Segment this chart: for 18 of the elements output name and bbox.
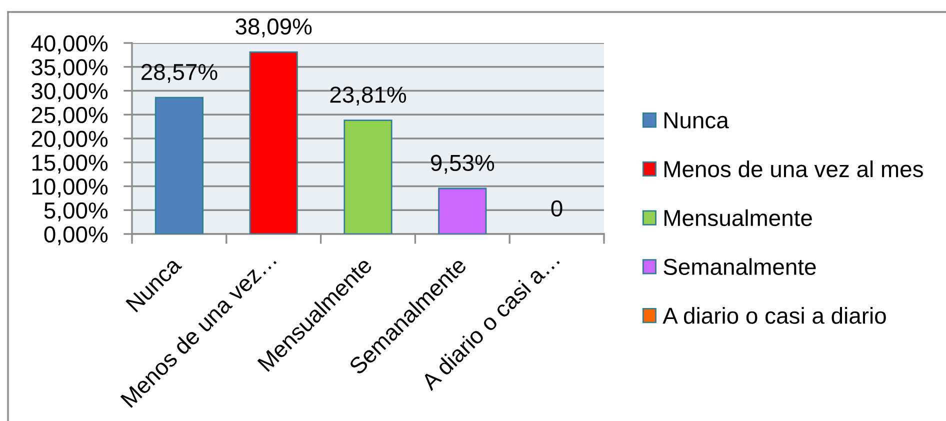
y-tick-label: 5,00% (44, 202, 108, 222)
y-tick-label: 30,00% (32, 83, 108, 102)
y-tick-label: 40,00% (31, 35, 108, 54)
data-label: 28,57% (141, 64, 218, 83)
legend-label: Nunca (664, 112, 729, 128)
data-label: 9,53% (430, 154, 494, 174)
data-label: 0 (551, 200, 562, 217)
data-label: 23,81% (330, 86, 406, 106)
y-tick-label: 0,00% (44, 226, 108, 246)
y-tick-label: 25,00% (32, 106, 108, 126)
legend-label: Menos de una vez al mes (664, 160, 923, 178)
y-tick-label: 10,00% (32, 178, 108, 198)
legend-label: A diario o casi a diario (662, 307, 886, 324)
y-tick-label: 15,00% (32, 154, 108, 174)
y-tick-label: 20,00% (32, 130, 108, 150)
y-tick-label: 35,00% (32, 59, 108, 78)
legend-label: Mensualmente (664, 209, 812, 226)
data-label: 38,09% (236, 18, 312, 38)
